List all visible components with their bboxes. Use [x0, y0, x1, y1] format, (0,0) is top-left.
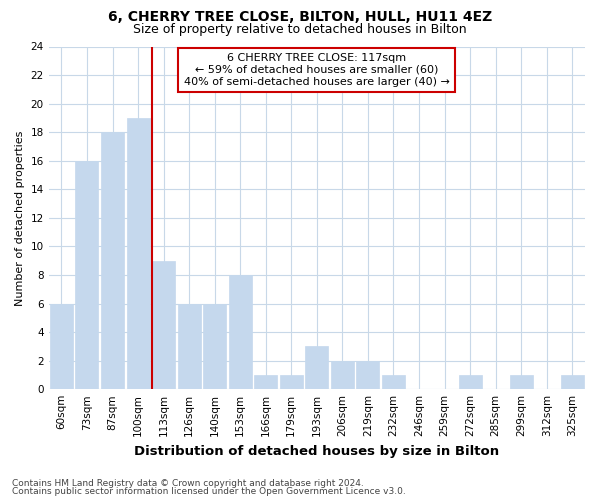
Bar	[203, 304, 226, 389]
Bar	[561, 375, 584, 389]
Bar	[178, 304, 200, 389]
Bar	[127, 118, 149, 389]
Bar	[331, 360, 354, 389]
Bar	[152, 260, 175, 389]
Text: Contains HM Land Registry data © Crown copyright and database right 2024.: Contains HM Land Registry data © Crown c…	[12, 478, 364, 488]
Bar	[458, 375, 482, 389]
Bar	[76, 160, 98, 389]
Bar	[229, 275, 252, 389]
X-axis label: Distribution of detached houses by size in Bilton: Distribution of detached houses by size …	[134, 444, 499, 458]
Bar	[280, 375, 303, 389]
Text: 6 CHERRY TREE CLOSE: 117sqm
← 59% of detached houses are smaller (60)
40% of sem: 6 CHERRY TREE CLOSE: 117sqm ← 59% of det…	[184, 54, 450, 86]
Bar	[305, 346, 328, 389]
Bar	[254, 375, 277, 389]
Text: 6, CHERRY TREE CLOSE, BILTON, HULL, HU11 4EZ: 6, CHERRY TREE CLOSE, BILTON, HULL, HU11…	[108, 10, 492, 24]
Bar	[509, 375, 533, 389]
Bar	[101, 132, 124, 389]
Bar	[356, 360, 379, 389]
Text: Contains public sector information licensed under the Open Government Licence v3: Contains public sector information licen…	[12, 487, 406, 496]
Bar	[50, 304, 73, 389]
Bar	[382, 375, 405, 389]
Text: Size of property relative to detached houses in Bilton: Size of property relative to detached ho…	[133, 22, 467, 36]
Y-axis label: Number of detached properties: Number of detached properties	[15, 130, 25, 306]
